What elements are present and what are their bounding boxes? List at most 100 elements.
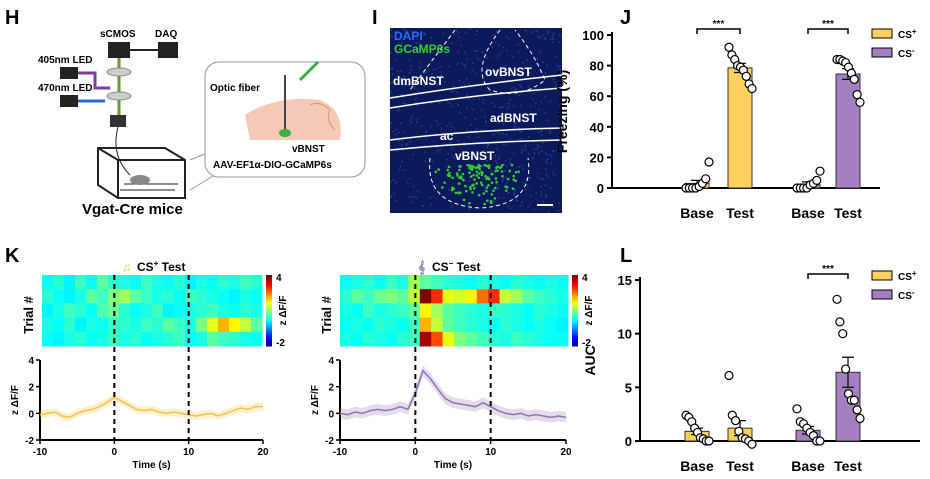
y-tick-label: 80 [590, 59, 604, 74]
heatmap-cell [408, 303, 421, 319]
heatmap-cell [362, 317, 375, 333]
heatmap-cell [499, 317, 512, 333]
mean-trace [39, 396, 263, 419]
y-tick-label: 0 [625, 434, 632, 449]
bar-chart-L: 0 5 10 15 AUC Base Test Base Test *** CS+ CS- [582, 264, 920, 474]
heatmap-cell [362, 331, 375, 347]
heatmap-cell [152, 303, 164, 319]
heatmap-cell [240, 331, 252, 347]
heatmap-cell [431, 317, 444, 333]
heatmap-cell [533, 275, 546, 290]
heatmap-cell [476, 289, 489, 304]
heatmap-cell [385, 303, 398, 319]
legend-label-cs-plus: CS+ [898, 27, 917, 41]
heatmap-cell [465, 289, 478, 304]
heatmap-cell [218, 303, 230, 319]
heatmap-cell [545, 275, 558, 290]
x-tick-label: Base [680, 458, 714, 474]
heatmap-cell [174, 331, 186, 347]
heatmap-cell [556, 331, 569, 347]
y-tick-label: 0 [597, 181, 604, 196]
music-note-icon: 𝄞 [418, 259, 425, 275]
heatmap-cell [229, 275, 241, 290]
x-axis-label: Time (s) [434, 460, 472, 471]
heatmap-cell [141, 331, 153, 347]
heatmap-cell [240, 275, 252, 290]
heatmap-cell [533, 317, 546, 333]
y-tick-label: -2 [25, 436, 34, 447]
heatmap-cell [545, 303, 558, 319]
heatmap-cell [251, 289, 263, 304]
heatmap-cell [53, 317, 65, 333]
significance-bracket [807, 273, 849, 279]
heatmap-cell [419, 331, 432, 347]
colorbar: 4 -2 z ΔF/F [266, 273, 289, 349]
trace-K-trace-cs-minus: -2 0 2 4 -10 0 10 20 Time (s) z ΔF/F [310, 275, 572, 471]
y-tick-label: 2 [28, 383, 34, 394]
heatmap-cell [340, 275, 352, 290]
heatmap-cell [119, 303, 131, 319]
heatmap-cell [229, 303, 241, 319]
data-point [747, 83, 757, 94]
heatmap-cell [42, 303, 54, 319]
heatmap-cell [174, 317, 186, 333]
heatmap-cell [185, 289, 197, 304]
daq-icon [158, 42, 178, 58]
heatmap-cell [141, 289, 153, 304]
heatmap-cell [141, 303, 153, 319]
data-point [792, 404, 802, 414]
panel-k: K ♫ CS+ Test 𝄞 CS− Test Trial # Trial # [5, 245, 480, 334]
heatmap-cell [397, 317, 409, 333]
heatmap-cell [362, 275, 375, 290]
heatmap-cell [533, 331, 546, 347]
heatmap-cell [119, 275, 131, 290]
heatmap-cell [97, 317, 109, 333]
daq-label: DAQ [155, 29, 177, 40]
heatmap-cell [556, 289, 569, 304]
heatmap-cell [454, 331, 466, 347]
heatmap-cell [533, 289, 546, 304]
heatmap-cell [442, 275, 455, 290]
heatmap-cell [229, 331, 241, 347]
dapi-label: DAPI [394, 29, 423, 43]
heatmap-K-heat-cs-minus: 4 -2 z ΔF/F [340, 273, 595, 349]
region-ac: ac [440, 129, 454, 143]
y-tick-label: 40 [590, 120, 604, 135]
heatmap-cell [86, 275, 98, 290]
heatmap-cell [465, 275, 478, 290]
cs-plus-title-suffix: Test [158, 260, 185, 274]
mean-trace [339, 369, 567, 419]
heatmap-cell [431, 289, 444, 304]
heatmap-cell [108, 275, 120, 290]
colorbar-max: 4 [582, 273, 588, 284]
x-tick-label: 20 [257, 447, 269, 458]
heatmap-cell [42, 275, 54, 290]
y-axis-label: z ΔF/F [310, 385, 321, 415]
y-axis-label: z ΔF/F [10, 385, 21, 415]
heatmap-cell [545, 317, 558, 333]
x-tick-label: 0 [112, 447, 118, 458]
heatmap-cell [196, 303, 208, 319]
y-axis-label: Freezing (%) [554, 70, 570, 153]
sem-band [340, 365, 566, 423]
heatmap-cell [340, 317, 352, 333]
x-tick-label: Test [834, 458, 862, 474]
heatmap-cell [340, 331, 352, 347]
data-point [704, 157, 714, 167]
heatmap-cell [385, 275, 398, 290]
heatmap-cell [442, 331, 455, 347]
heatmap-cell [556, 303, 569, 319]
heatmap-cell [75, 331, 87, 347]
heatmap-cell [340, 303, 352, 319]
heatmap-cell [374, 303, 387, 319]
data-point [747, 439, 757, 449]
panel-label-l: L [620, 245, 632, 267]
svg-text:CS+ Test: CS+ Test [137, 259, 185, 274]
led-470-icon [60, 95, 78, 107]
heatmap-cell [174, 275, 186, 290]
heatmap-cell [362, 303, 375, 319]
heatmap-cell [185, 331, 197, 347]
heatmap-cell [419, 317, 432, 333]
heatmap-cell [108, 303, 120, 319]
data-point [812, 175, 822, 185]
